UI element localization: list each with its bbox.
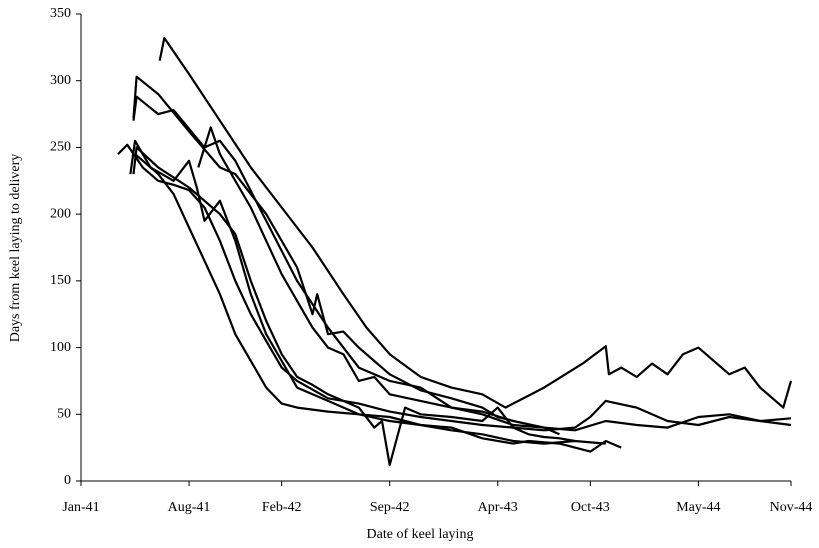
- line: [132, 95, 560, 436]
- y-tick-label: 150: [50, 273, 71, 288]
- x-tick-label: Nov-44: [770, 500, 813, 515]
- line: [197, 126, 792, 432]
- line: [132, 75, 514, 423]
- x-tick-label: Sep-42: [370, 500, 410, 515]
- x-tick-label: Feb-42: [262, 500, 302, 515]
- y-tick-label: 0: [64, 473, 71, 488]
- y-tick-label: 100: [50, 340, 71, 355]
- x-axis-title: Date of keel laying: [367, 527, 474, 542]
- x-tick-label: Aug-41: [168, 500, 211, 515]
- x-tick-label: Apr-43: [478, 500, 518, 515]
- line: [117, 143, 792, 432]
- y-axis-title: Days from keel laying to delivery: [8, 154, 23, 343]
- x-tick-label: Jan-41: [62, 500, 99, 515]
- y-tick-label: 250: [50, 140, 71, 155]
- y-tick-label: 350: [50, 6, 71, 21]
- y-tick-label: 300: [50, 73, 71, 88]
- y-tick-label: 200: [50, 206, 71, 221]
- x-tick-label: May-44: [676, 500, 720, 515]
- line: [158, 36, 793, 409]
- line: [129, 139, 622, 453]
- x-tick-label: Oct-43: [571, 500, 610, 515]
- line: [132, 146, 576, 467]
- line: [134, 153, 606, 445]
- y-tick-label: 50: [57, 407, 71, 422]
